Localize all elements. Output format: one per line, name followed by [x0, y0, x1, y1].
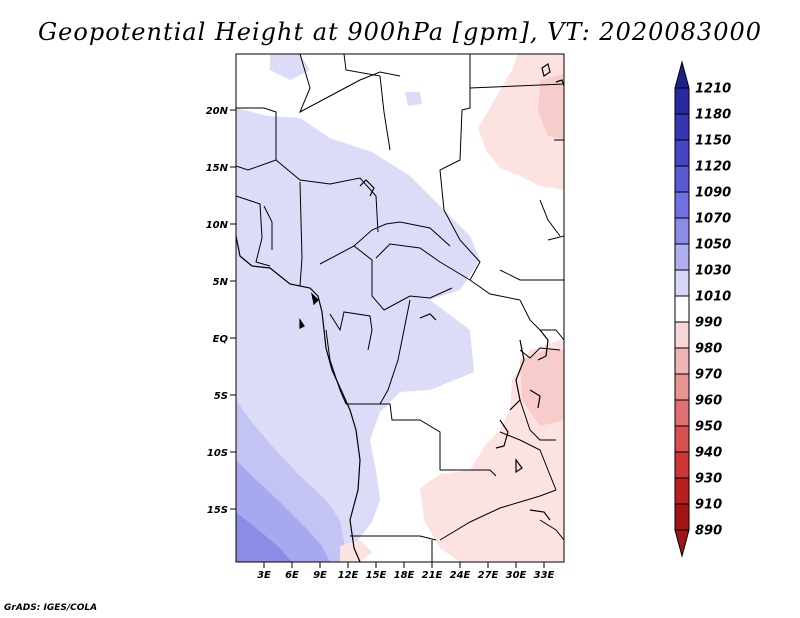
- lat-label: EQ: [213, 334, 229, 345]
- lon-label: 33E: [534, 570, 555, 581]
- colorbar-level-label: 960: [695, 394, 722, 409]
- latitude-labels: 20N 15N 10N 5N EQ 5S 10S 15S: [206, 106, 229, 516]
- colorbar-swatch: [674, 87, 690, 115]
- colorbar-swatch: [674, 113, 690, 141]
- colorbar-level-label: 1090: [695, 186, 731, 201]
- colorbar-level-label: 1070: [695, 212, 731, 227]
- colorbar-min-arrow: [674, 529, 690, 558]
- colorbar-swatch: [674, 321, 690, 349]
- colorbar-level-label: 940: [695, 446, 722, 461]
- lon-label: 27E: [478, 570, 499, 581]
- lon-label: 12E: [338, 570, 359, 581]
- colorbar-swatch: [674, 269, 690, 297]
- lat-label: 15N: [206, 163, 229, 174]
- colorbar-level-label: 930: [695, 472, 722, 487]
- colorbar-level-label: 1150: [695, 134, 731, 149]
- colorbar-level-label: 970: [695, 368, 722, 383]
- lon-label: 18E: [394, 570, 415, 581]
- colorbar-swatch: [674, 399, 690, 427]
- colorbar-swatch: [674, 477, 690, 505]
- map-title: Geopotential Height at 900hPa [gpm], VT:…: [38, 18, 762, 46]
- colorbar-level-label: 1210: [695, 82, 731, 97]
- colorbar-swatch: [674, 425, 690, 453]
- colorbar-swatch: [674, 503, 690, 531]
- lon-label: 24E: [450, 570, 471, 581]
- country-borders: [236, 54, 564, 562]
- colorbar: [674, 60, 690, 558]
- lon-label: 3E: [257, 570, 271, 581]
- colorbar-level-label: 910: [695, 498, 722, 513]
- longitude-labels: 3E 6E 9E 12E 15E 18E 21E 24E 27E 30E 33E: [257, 570, 554, 581]
- map-panel: 20N 15N 10N 5N EQ 5S 10S 15S 3E 6E 9E: [206, 53, 565, 581]
- colorbar-swatch: [674, 165, 690, 193]
- lat-label: 10N: [206, 220, 229, 231]
- lon-label: 6E: [285, 570, 299, 581]
- colorbar-level-label: 950: [695, 420, 722, 435]
- colorbar-swatch: [674, 139, 690, 167]
- colorbar-level-label: 990: [695, 316, 722, 331]
- height-1010-1030-region: [236, 108, 480, 562]
- colorbar-swatch: [674, 373, 690, 401]
- colorbar-level-label: 890: [695, 524, 722, 539]
- colorbar-level-label: 1180: [695, 108, 731, 123]
- latitude-axis: [230, 109, 236, 510]
- colorbar-level-label: 1030: [695, 264, 731, 279]
- lat-label: 5N: [213, 277, 229, 288]
- coastline: [236, 63, 564, 562]
- lon-label: 30E: [506, 570, 527, 581]
- grads-credit: GrADS: IGES/COLA: [4, 603, 98, 613]
- colorbar-level-label: 1120: [695, 160, 731, 175]
- lat-label: 20N: [206, 106, 229, 117]
- colorbar-level-label: 980: [695, 342, 722, 357]
- colorbar-swatch: [674, 217, 690, 245]
- colorbar-level-label: 1010: [695, 290, 731, 305]
- lon-label: 15E: [366, 570, 387, 581]
- height-1070-1090-region: [236, 512, 292, 562]
- lon-label: 21E: [422, 570, 443, 581]
- colorbar-swatch: [674, 347, 690, 375]
- longitude-axis: [263, 562, 545, 568]
- colorbar-swatch: [674, 451, 690, 479]
- colorbar-labels: 1210 1180 1150 1120 1090 1070 1050 1030 1010 990 9…: [695, 82, 731, 539]
- colorbar-level-label: 1050: [695, 238, 731, 253]
- lat-label: 15S: [207, 505, 228, 516]
- lat-label: 10S: [207, 448, 228, 459]
- lon-label: 9E: [313, 570, 327, 581]
- colorbar-max-arrow: [674, 60, 690, 89]
- colorbar-swatch: [674, 295, 690, 323]
- colorbar-swatch: [674, 191, 690, 219]
- colorbar-swatch: [674, 243, 690, 271]
- lat-label: 5S: [214, 391, 228, 402]
